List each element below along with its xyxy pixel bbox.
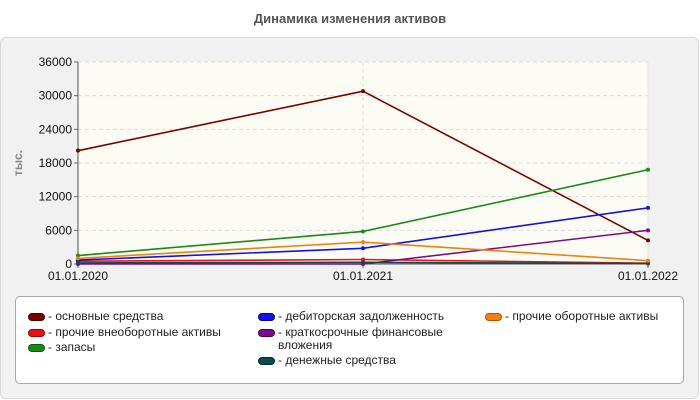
y-tick-label: 24000 [39,122,73,136]
legend-label: - краткосрочные финансовые вложения [278,325,443,352]
legend-label: - прочие оборотные активы [505,309,659,323]
data-point [646,258,650,263]
data-point [361,246,365,251]
y-tick-label: 30000 [39,89,73,103]
legend-label: - прочие внеоборотные активы [48,325,221,339]
data-point [646,167,650,172]
y-tick-label: 18000 [39,156,73,170]
data-point [646,238,650,243]
legend-swatch [258,329,275,337]
chart-title: Динамика изменения активов [253,11,447,26]
legend-item-cash[interactable]: - денежные средства [258,354,478,367]
legend-label: - основные средства [48,309,164,323]
legend-item-short-term-investments[interactable]: - краткосрочные финансовые вложения [258,326,458,352]
legend-label: - запасы [48,340,96,354]
data-point [76,256,80,261]
legend-swatch [485,313,502,321]
data-point [361,260,365,265]
legend-item-inventory[interactable]: - запасы [28,341,248,354]
legend-item-other-noncurrent[interactable]: - прочие внеоборотные активы [28,326,253,339]
y-tick-label: 36000 [39,55,73,69]
legend-swatch [28,329,45,337]
legend-item-other-current[interactable]: - прочие оборотные активы [485,310,680,323]
legend-label: - дебиторская задолженность [278,309,445,323]
data-point [646,261,650,266]
x-tick-label: 01.01.2020 [48,269,108,283]
legend-item-receivables[interactable]: - дебиторская задолженность [258,310,478,323]
legend-swatch [28,344,45,352]
y-tick-label: 6000 [45,223,72,237]
data-point [76,253,80,258]
data-point [361,229,365,234]
data-point [361,257,365,262]
data-point [361,89,365,94]
chart-legend: - основные средства - прочие внеоборотны… [15,296,684,384]
x-tick-label: 01.01.2022 [618,269,678,283]
legend-label: - денежные средства [278,353,396,367]
legend-swatch [258,357,275,365]
legend-item-fixed-assets[interactable]: - основные средства [28,310,248,323]
data-point [361,240,365,245]
data-point [646,228,650,233]
y-tick-label: 12000 [39,190,73,204]
y-axis-label: тыс. [11,150,25,176]
legend-swatch [28,313,45,321]
data-point [646,205,650,210]
y-tick-label: 0 [65,257,72,271]
x-tick-label: 01.01.2021 [333,269,393,283]
legend-swatch [258,313,275,321]
data-point [76,148,80,153]
data-point [76,260,80,265]
